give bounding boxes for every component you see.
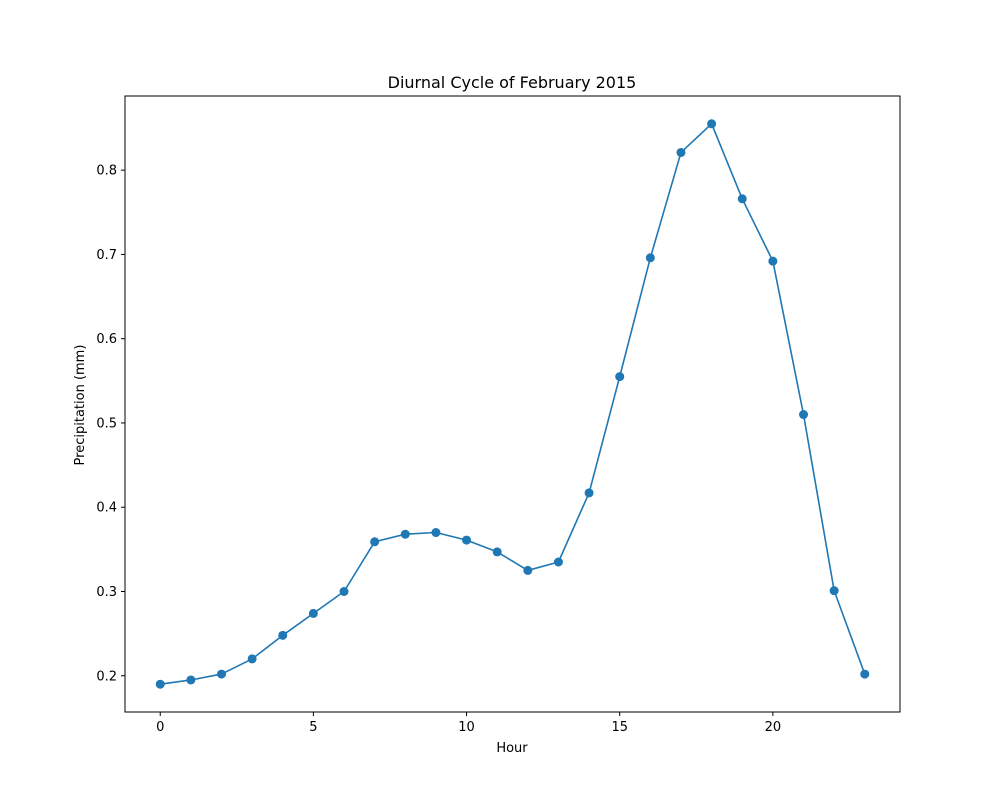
x-tick-label: 15: [611, 720, 628, 735]
chart-title: Diurnal Cycle of February 2015: [388, 73, 637, 92]
data-point: [553, 557, 563, 567]
y-tick-label: 0.8: [96, 164, 117, 179]
x-tick-label: 10: [458, 720, 475, 735]
data-point: [860, 669, 870, 679]
data-point: [400, 529, 410, 539]
data-point: [737, 194, 747, 204]
data-point: [155, 679, 165, 689]
y-tick-label: 0.4: [96, 501, 117, 516]
data-point: [339, 586, 349, 596]
data-point: [523, 565, 533, 575]
x-tick-label: 5: [309, 720, 317, 735]
x-tick-label: 20: [765, 720, 782, 735]
data-point: [370, 537, 380, 547]
data-point: [615, 372, 625, 382]
data-point: [308, 608, 318, 618]
y-tick-label: 0.6: [96, 332, 117, 347]
series-line: [160, 123, 866, 685]
y-tick-label: 0.7: [96, 248, 117, 263]
data-point: [707, 119, 717, 129]
plot-area: 0 5 10 15 20 0.2 0.3 0.4 0.5 0.6 0.7 0.8: [96, 95, 901, 735]
y-axis-label: Precipitation (mm): [73, 345, 88, 466]
y-tick-label: 0.2: [96, 669, 117, 684]
data-point: [216, 669, 226, 679]
data-point: [829, 586, 839, 596]
data-point: [676, 147, 686, 157]
y-tick-label: 0.5: [96, 416, 117, 431]
y-tick-label: 0.3: [96, 585, 117, 600]
plot-frame: [124, 95, 901, 713]
data-point: [431, 528, 441, 538]
data-point: [462, 535, 472, 545]
data-point: [645, 253, 655, 263]
data-point: [186, 675, 196, 685]
x-axis-label: Hour: [496, 741, 528, 756]
data-point: [492, 547, 502, 557]
data-point: [768, 256, 778, 266]
data-point: [799, 410, 809, 420]
data-point: [278, 630, 288, 640]
data-point: [584, 488, 594, 498]
x-tick-label: 0: [156, 720, 164, 735]
data-point: [247, 654, 257, 664]
